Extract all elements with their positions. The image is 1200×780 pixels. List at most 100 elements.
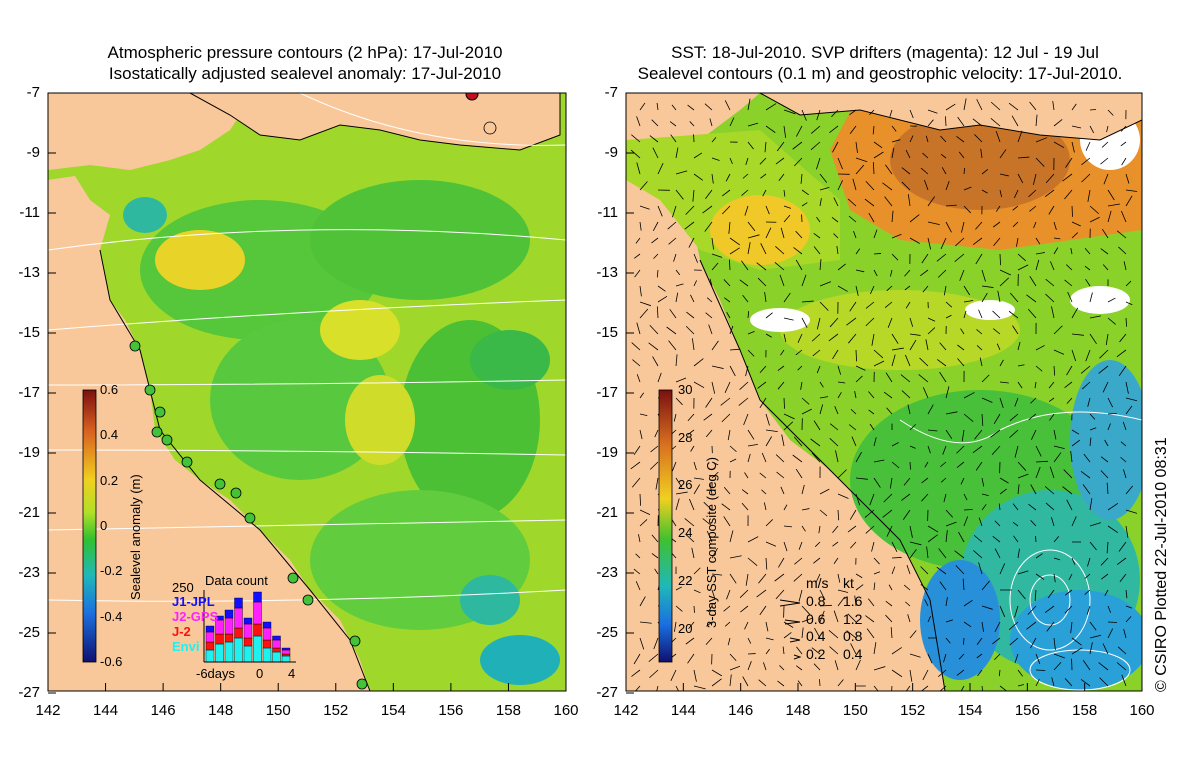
velocity-arrow — [976, 329, 983, 335]
velocity-arrow — [1102, 264, 1109, 271]
velocity-arrow — [813, 557, 821, 564]
velocity-arrow — [673, 413, 677, 422]
velocity-ms-value: 0.6 — [806, 610, 826, 627]
velocity-arrow — [922, 152, 929, 159]
velocity-arrow — [993, 413, 1001, 425]
velocity-arrow — [819, 509, 828, 517]
velocity-arrow — [783, 397, 785, 409]
velocity-arrow — [763, 662, 767, 671]
lon-tick-label: 150 — [842, 702, 868, 719]
velocity-arrow — [973, 534, 983, 543]
velocity-arrow — [943, 285, 947, 296]
velocity-arrow — [963, 186, 972, 191]
velocity-arrow — [975, 221, 983, 230]
velocity-arrow — [1071, 103, 1077, 111]
right-colorbar-label: 3-day SST composite (deg C) — [704, 457, 719, 628]
lat-tick-label: -9 — [26, 144, 40, 161]
velocity-arrow — [639, 621, 652, 624]
velocity-arrow — [801, 525, 806, 532]
lon-tick-label: 148 — [785, 702, 811, 719]
velocity-arrow — [1045, 173, 1055, 184]
velocity-arrow — [1035, 137, 1048, 143]
velocity-arrow — [891, 233, 902, 239]
velocity-arrow — [724, 621, 731, 627]
velocity-arrow — [1106, 125, 1109, 133]
velocity-arrow — [636, 374, 641, 383]
velocity-arrow — [905, 301, 911, 309]
velocity-arrow — [686, 311, 695, 319]
data-count-bar — [224, 641, 234, 663]
velocity-arrow — [761, 489, 767, 495]
velocity-arrow — [1118, 541, 1127, 552]
velocity-arrow — [1035, 460, 1049, 463]
velocity-arrow — [873, 459, 885, 463]
velocity-arrow — [981, 493, 989, 497]
velocity-arrow — [909, 549, 917, 559]
velocity-arrow — [636, 116, 641, 127]
velocity-arrow — [819, 301, 829, 311]
velocity-arrow — [765, 557, 768, 570]
velocity-arrow — [651, 534, 659, 543]
velocity-arrow — [675, 147, 679, 159]
velocity-arrow — [783, 214, 791, 223]
velocity-arrow — [1086, 605, 1091, 615]
velocity-arrow — [907, 614, 911, 623]
velocity-arrow — [759, 157, 767, 165]
lon-tick-label: 142 — [613, 702, 639, 719]
velocity-arrow — [1071, 232, 1079, 239]
velocity-arrow — [1053, 141, 1065, 149]
velocity-arrow — [981, 605, 993, 610]
velocity-arrow — [981, 374, 990, 383]
velocity-arrow — [1071, 439, 1081, 447]
velocity-arrow — [744, 472, 749, 479]
velocity-arrow — [981, 580, 990, 591]
velocity-arrow — [1104, 589, 1109, 597]
velocity-arrow — [855, 285, 859, 296]
velocity-arrow — [954, 253, 965, 262]
velocity-ms-value: 0.8 — [806, 593, 826, 609]
velocity-arrow — [994, 520, 1001, 527]
velocity-arrow — [1048, 397, 1055, 402]
velocity-arrow — [634, 685, 641, 691]
velocity-arrow — [1107, 628, 1114, 639]
velocity-arrow — [1028, 413, 1037, 421]
data-count-bar — [253, 635, 262, 663]
velocity-arrow — [708, 324, 713, 335]
lat-tick-label: -19 — [596, 444, 618, 461]
velocity-arrow — [1116, 230, 1127, 239]
velocity-arrow — [741, 260, 749, 271]
velocity-arrow — [1062, 173, 1073, 182]
velocity-arrow — [657, 295, 668, 303]
velocity-arrow — [1070, 450, 1073, 463]
velocity-arrow — [1066, 365, 1073, 376]
velocity-arrow — [649, 324, 659, 335]
velocity-arrow — [711, 262, 719, 271]
velocity-arrow — [855, 269, 865, 273]
velocity-arrow — [972, 237, 983, 246]
velocity-arrow — [981, 169, 989, 175]
velocity-arrow — [829, 317, 839, 328]
velocity-arrow — [635, 237, 641, 244]
velocity-arrow — [745, 573, 749, 586]
velocity-arrow — [1026, 294, 1037, 303]
velocity-arrow — [921, 477, 929, 484]
velocity-arrow — [747, 98, 751, 111]
velocity-arrow — [675, 189, 684, 200]
velocity-arrow — [726, 589, 731, 600]
lon-tick-label: 152 — [900, 702, 926, 719]
velocity-arrow — [835, 450, 839, 463]
velocity-arrow — [869, 493, 875, 506]
velocity-arrow — [972, 118, 983, 127]
velocity-arrow — [873, 269, 878, 277]
velocity-arrow — [711, 340, 719, 351]
velocity-arrow — [729, 458, 737, 463]
velocity-arrow — [765, 429, 778, 432]
velocity-arrow — [864, 509, 875, 518]
velocity-arrow — [927, 109, 938, 114]
velocity-arrow — [920, 584, 929, 591]
data-count-source: J2-GPS — [172, 609, 219, 624]
lat-tick-label: -21 — [18, 504, 40, 521]
velocity-arrow — [711, 253, 723, 258]
velocity-arrow — [1125, 189, 1138, 192]
velocity-arrow — [639, 285, 642, 297]
